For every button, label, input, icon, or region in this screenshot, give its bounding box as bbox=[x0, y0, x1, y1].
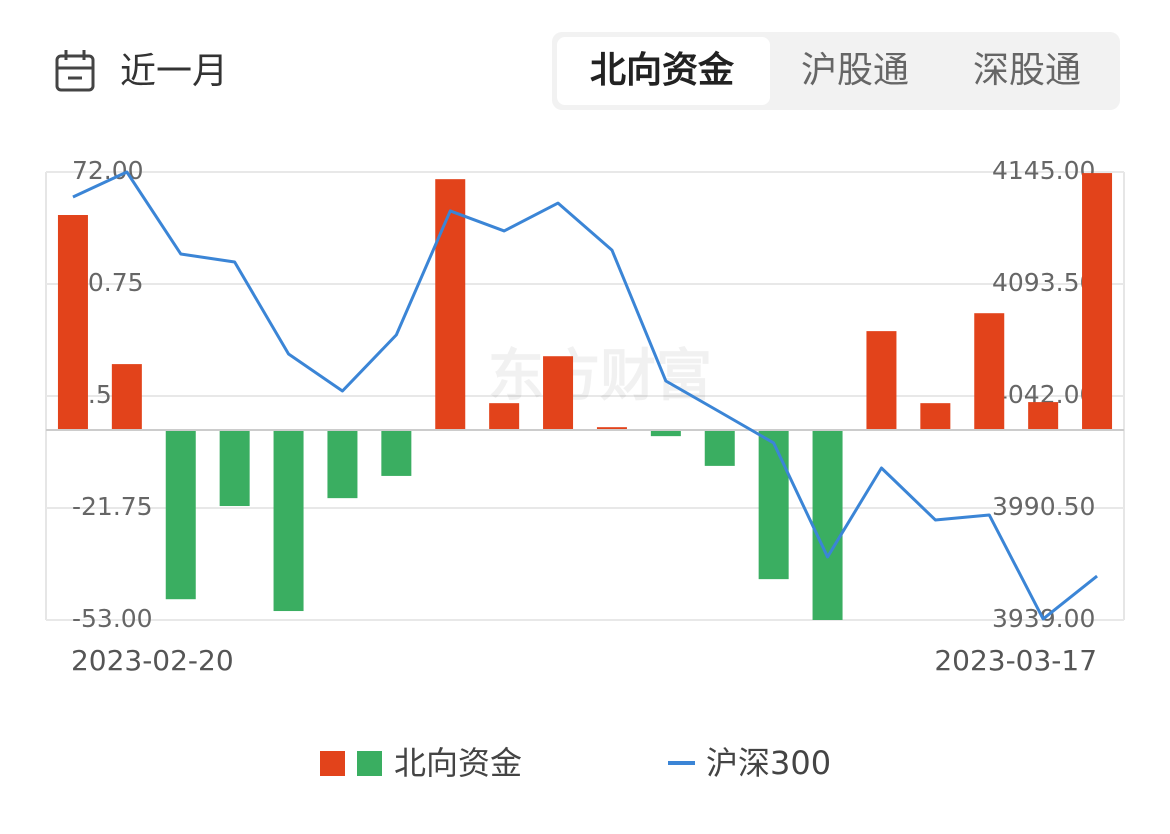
y-tick-label: -21.75 bbox=[72, 492, 153, 521]
tab[interactable]: 深股通 bbox=[973, 50, 1081, 91]
tab[interactable]: 沪股通 bbox=[801, 50, 909, 91]
bar bbox=[704, 430, 735, 466]
bar bbox=[1028, 402, 1059, 431]
legend-swatch bbox=[357, 751, 382, 776]
period-icon bbox=[55, 50, 95, 92]
y2-tick-label: 4093.50 bbox=[992, 268, 1095, 297]
bar bbox=[165, 430, 196, 600]
legend-swatch bbox=[320, 751, 345, 776]
bar bbox=[57, 215, 88, 431]
bar bbox=[866, 331, 897, 431]
y-tick-label: -53.00 bbox=[72, 604, 153, 633]
bar bbox=[974, 313, 1005, 431]
bar bbox=[489, 403, 520, 431]
active-tab-bg bbox=[557, 37, 770, 105]
period-label[interactable]: 近一月 bbox=[120, 51, 228, 92]
bar bbox=[812, 430, 843, 620]
y2-tick-label: 4145.00 bbox=[992, 156, 1095, 185]
bar bbox=[758, 430, 789, 580]
x-tick-label: 2023-03-17 bbox=[934, 644, 1097, 677]
bar bbox=[596, 427, 627, 431]
bar bbox=[920, 403, 951, 431]
bar bbox=[650, 430, 681, 437]
bar bbox=[1082, 173, 1113, 431]
bar bbox=[273, 430, 304, 612]
bar bbox=[327, 430, 358, 499]
x-tick-label: 2023-02-20 bbox=[71, 644, 234, 677]
y2-tick-label: 3990.50 bbox=[992, 492, 1095, 521]
legend-label[interactable]: 北向资金 bbox=[394, 744, 522, 782]
bar bbox=[111, 364, 142, 431]
watermark: 东方财富 bbox=[488, 344, 712, 409]
line bbox=[72, 170, 1098, 621]
bar bbox=[219, 430, 250, 507]
bar bbox=[381, 430, 412, 476]
tab[interactable]: 北向资金 bbox=[590, 49, 735, 91]
bar bbox=[435, 179, 466, 431]
bar bbox=[543, 356, 574, 431]
legend-label[interactable]: 沪深300 bbox=[706, 744, 831, 782]
